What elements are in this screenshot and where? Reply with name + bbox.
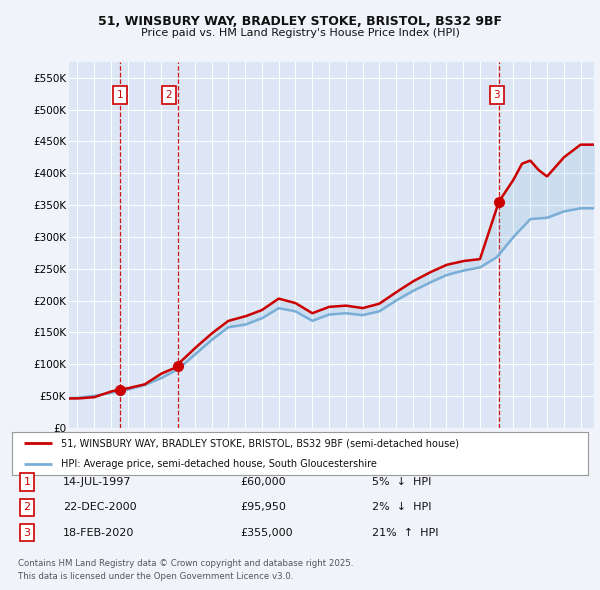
Text: 18-FEB-2020: 18-FEB-2020: [63, 528, 134, 537]
Text: 1: 1: [23, 477, 31, 487]
Text: 21%  ↑  HPI: 21% ↑ HPI: [372, 528, 439, 537]
Text: 3: 3: [23, 528, 31, 537]
Text: £355,000: £355,000: [240, 528, 293, 537]
Text: Contains HM Land Registry data © Crown copyright and database right 2025.
This d: Contains HM Land Registry data © Crown c…: [18, 559, 353, 581]
Text: 14-JUL-1997: 14-JUL-1997: [63, 477, 131, 487]
Text: HPI: Average price, semi-detached house, South Gloucestershire: HPI: Average price, semi-detached house,…: [61, 460, 377, 469]
Text: 1: 1: [116, 90, 123, 100]
Text: Price paid vs. HM Land Registry's House Price Index (HPI): Price paid vs. HM Land Registry's House …: [140, 28, 460, 38]
Text: 51, WINSBURY WAY, BRADLEY STOKE, BRISTOL, BS32 9BF (semi-detached house): 51, WINSBURY WAY, BRADLEY STOKE, BRISTOL…: [61, 438, 459, 448]
Text: 2: 2: [166, 90, 172, 100]
Text: 5%  ↓  HPI: 5% ↓ HPI: [372, 477, 431, 487]
Text: 22-DEC-2000: 22-DEC-2000: [63, 503, 137, 512]
Text: 3: 3: [494, 90, 500, 100]
Text: 2: 2: [23, 503, 31, 512]
Text: £60,000: £60,000: [240, 477, 286, 487]
Text: £95,950: £95,950: [240, 503, 286, 512]
Text: 51, WINSBURY WAY, BRADLEY STOKE, BRISTOL, BS32 9BF: 51, WINSBURY WAY, BRADLEY STOKE, BRISTOL…: [98, 15, 502, 28]
Text: 2%  ↓  HPI: 2% ↓ HPI: [372, 503, 431, 512]
